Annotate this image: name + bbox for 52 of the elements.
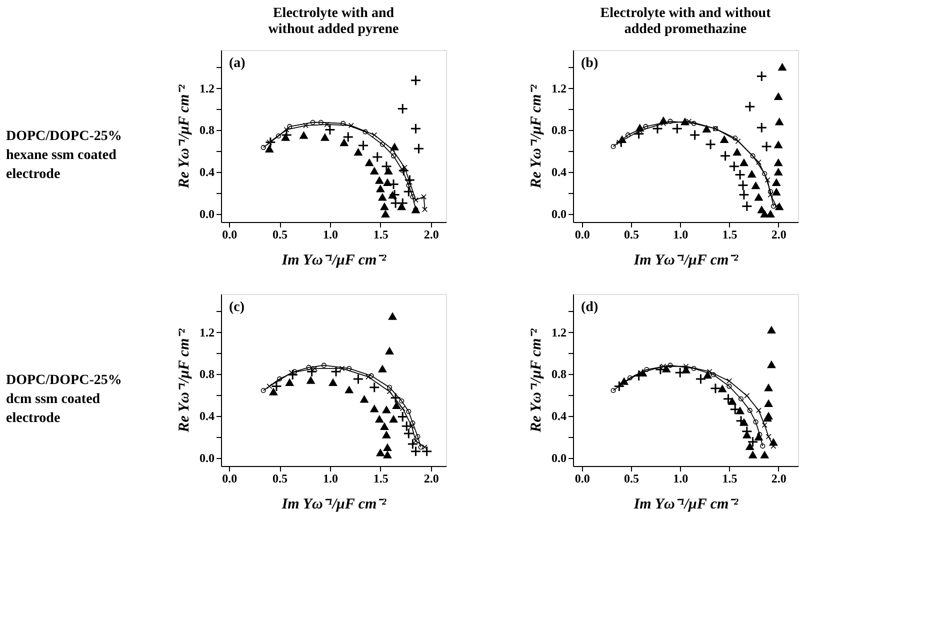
x-tick-label: 0.0 (222, 472, 238, 486)
x-tick-label: 1.5 (373, 228, 388, 242)
annotation: (a) (229, 56, 246, 71)
x-tick-label: 1.0 (322, 472, 338, 486)
y-tick-label: 0.0 (200, 451, 214, 466)
text: DOPC/DOPC-25% dcm ssm coated electrode (6, 373, 122, 426)
x-axis-title: Im Yω⁻¹/μF cm⁻² (280, 252, 387, 268)
x-tick-label: 0.5 (624, 228, 639, 242)
y-tick-label: 0.8 (200, 367, 214, 382)
x-tick-label: 1.5 (722, 472, 738, 486)
y-tick-label: 0.4 (552, 165, 566, 180)
y-tick-label: 0.4 (200, 409, 214, 424)
y-axis-title: Re Yω⁻¹/μF cm⁻² (176, 84, 192, 190)
x-tick-label: 2.0 (424, 472, 439, 486)
text: DOPC/DOPC-25% hexane ssm coated electrode (6, 129, 122, 182)
x-tick-label: 2.0 (424, 228, 439, 242)
annotation: (b) (581, 56, 598, 71)
chart-title: Electrolyte with and without added pyrene (268, 6, 399, 37)
x-tick-label: 0.0 (574, 472, 590, 486)
x-tick-label: 1.5 (373, 472, 388, 486)
y-tick-label: 0.8 (200, 123, 214, 138)
x-tick-label: 2.0 (771, 228, 786, 242)
x-axis-title: Im Yω⁻¹/μF cm⁻² (280, 496, 387, 512)
y-tick-label: 1.2 (200, 325, 214, 340)
x-tick-label: 1.0 (673, 228, 688, 242)
x-tick-label: 1.0 (322, 228, 338, 242)
x-tick-label: 0.5 (272, 472, 288, 486)
y-tick-label: 1.2 (200, 81, 214, 96)
y-tick-label: 0.4 (552, 409, 566, 424)
y-tick-label: 0.0 (552, 451, 566, 466)
y-tick-label: 0.0 (200, 207, 214, 222)
x-tick-label: 0.0 (574, 228, 590, 242)
x-axis-title: Im Yω⁻¹/μF cm⁻² (632, 496, 739, 512)
y-tick-label: 0.8 (552, 123, 566, 138)
y-tick-label: 1.2 (552, 81, 566, 96)
x-tick-label: 0.5 (272, 228, 288, 242)
y-tick-label: 0.4 (200, 165, 214, 180)
y-tick-label: 0.8 (552, 367, 566, 382)
y-tick-label: 0.0 (552, 207, 566, 222)
x-tick-label: 2.0 (771, 472, 786, 486)
x-tick-label: 0.0 (222, 228, 238, 242)
x-tick-label: 1.5 (722, 228, 738, 242)
annotation: (d) (581, 300, 598, 315)
chart-title: Electrolyte with and without added promethazine (600, 6, 772, 37)
y-axis-title: Re Yω⁻¹/μF cm⁻² (528, 84, 544, 190)
y-axis-title: Re Yω⁻¹/μF cm⁻² (176, 328, 192, 434)
annotation: (c) (229, 300, 245, 315)
x-axis-title: Im Yω⁻¹/μF cm⁻² (632, 252, 739, 268)
x-tick-label: 1.0 (673, 472, 688, 486)
x-tick-label: 0.5 (624, 472, 639, 486)
y-axis-title: Re Yω⁻¹/μF cm⁻² (528, 328, 544, 434)
y-tick-label: 1.2 (552, 325, 566, 340)
